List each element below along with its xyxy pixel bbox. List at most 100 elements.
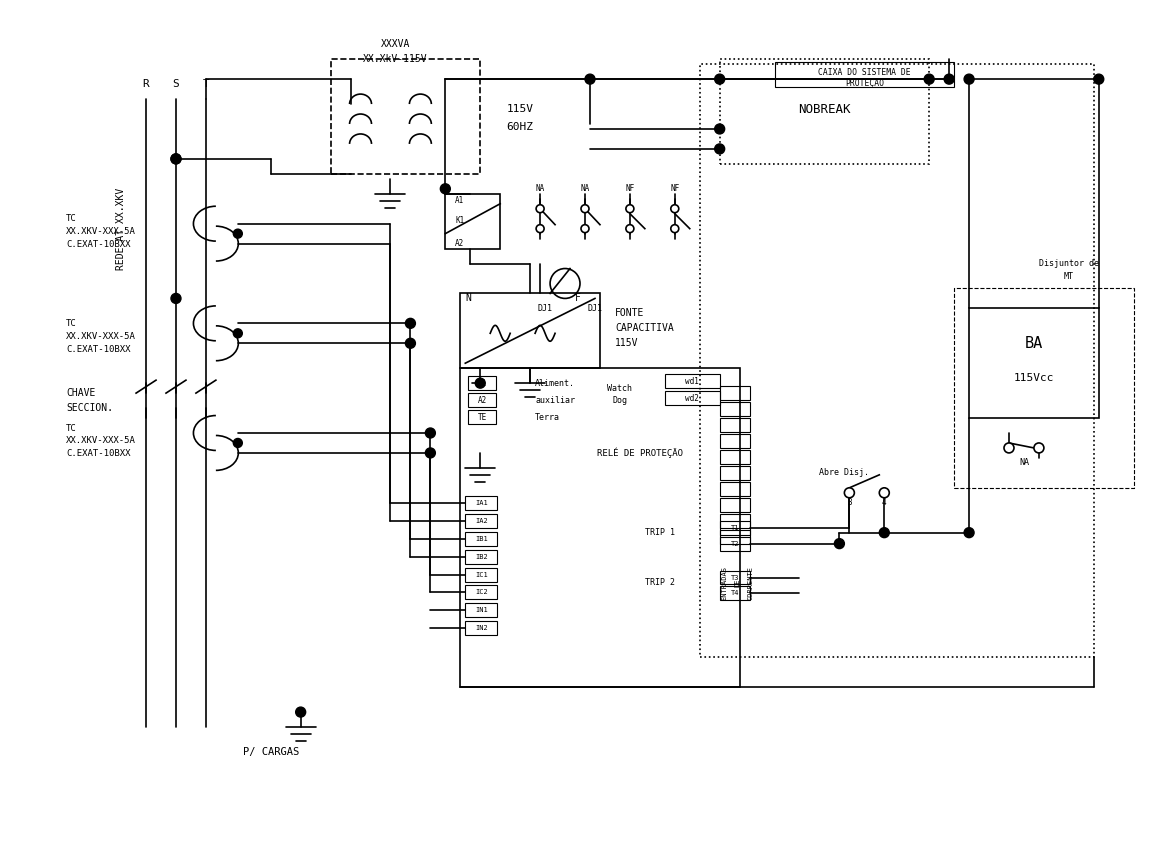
Text: TC: TC (67, 214, 77, 223)
Text: NA: NA (1018, 458, 1029, 468)
Bar (460, 293, 600, 368)
Text: NOBREAK: NOBREAK (798, 103, 850, 116)
Text: CORRENTE: CORRENTE (748, 565, 753, 600)
Bar (719, 386, 750, 400)
Bar (719, 536, 750, 551)
Text: 3: 3 (847, 498, 851, 507)
Text: TE: TE (478, 413, 487, 421)
Bar (445, 194, 500, 249)
Bar (468, 376, 496, 390)
Circle shape (924, 74, 934, 84)
Circle shape (580, 205, 589, 213)
Circle shape (171, 293, 181, 304)
Bar (468, 410, 496, 424)
Circle shape (405, 338, 416, 348)
Text: TRIP 2: TRIP 2 (645, 578, 675, 587)
Text: T2: T2 (730, 541, 739, 547)
Text: XX.XKV-XXX-5A: XX.XKV-XXX-5A (67, 437, 137, 445)
Text: C.EXAT-10BXX: C.EXAT-10BXX (67, 345, 131, 353)
Bar (719, 450, 750, 464)
Text: 115Vcc: 115Vcc (1014, 373, 1055, 384)
Circle shape (1034, 443, 1044, 453)
Text: NA: NA (580, 184, 590, 193)
Bar (719, 402, 750, 416)
Circle shape (425, 448, 436, 458)
Text: F: F (575, 293, 580, 304)
Circle shape (234, 329, 242, 338)
Text: IN1: IN1 (475, 607, 487, 613)
Bar (465, 621, 498, 635)
Bar (465, 514, 498, 528)
Text: BA: BA (1024, 335, 1043, 351)
Bar (719, 466, 750, 480)
Text: T: T (202, 79, 209, 89)
Circle shape (1093, 74, 1104, 84)
Circle shape (234, 438, 242, 447)
Text: A2: A2 (456, 239, 465, 248)
Text: XX.XKV-XXX-5A: XX.XKV-XXX-5A (67, 227, 137, 236)
Text: IB2: IB2 (475, 553, 487, 559)
Circle shape (670, 225, 679, 233)
Text: P/ CARGAS: P/ CARGAS (243, 747, 299, 757)
Text: A1: A1 (456, 196, 465, 205)
Circle shape (585, 74, 595, 84)
Circle shape (234, 229, 242, 239)
Bar (465, 603, 498, 618)
Text: 60HZ: 60HZ (507, 122, 534, 132)
Circle shape (715, 144, 724, 154)
Text: Aliment.: Aliment. (535, 378, 575, 388)
Bar (719, 59, 930, 164)
Circle shape (440, 184, 451, 194)
Text: Terra: Terra (535, 413, 561, 421)
Circle shape (715, 124, 724, 134)
Bar (719, 498, 750, 511)
Text: Abre Disj.: Abre Disj. (820, 468, 869, 477)
Bar (460, 368, 739, 687)
Text: 4: 4 (882, 498, 887, 507)
Circle shape (670, 205, 679, 213)
Bar (719, 418, 750, 432)
Circle shape (880, 488, 889, 498)
Circle shape (964, 74, 974, 84)
Text: RELÉ DE PROTEÇÃO: RELÉ DE PROTEÇÃO (597, 448, 683, 458)
Circle shape (171, 154, 181, 164)
Text: CAIXA DO SISTEMA DE: CAIXA DO SISTEMA DE (818, 68, 911, 76)
Text: wd1: wd1 (684, 377, 698, 385)
Circle shape (536, 225, 544, 233)
Circle shape (536, 205, 544, 213)
Circle shape (715, 74, 724, 84)
Text: IB1: IB1 (475, 535, 487, 541)
Bar (665, 374, 719, 388)
Text: ENTRADAS: ENTRADAS (722, 565, 728, 600)
Bar (719, 529, 750, 544)
Bar (719, 587, 750, 601)
Circle shape (425, 428, 436, 438)
Text: NF: NF (625, 184, 634, 193)
Text: TRIP 1: TRIP 1 (645, 529, 675, 537)
Text: PROTEÇÃO: PROTEÇÃO (844, 78, 884, 88)
Bar (465, 550, 498, 564)
Text: TC: TC (67, 424, 77, 432)
Text: TC: TC (67, 319, 77, 328)
Text: REDE AT XX.XKV: REDE AT XX.XKV (116, 188, 126, 269)
Text: CHAVE: CHAVE (67, 388, 96, 398)
Circle shape (880, 528, 889, 538)
Circle shape (296, 707, 306, 717)
Text: MT: MT (1064, 272, 1073, 281)
Circle shape (626, 225, 634, 233)
Circle shape (834, 539, 844, 548)
Circle shape (405, 318, 416, 329)
Text: A1: A1 (478, 378, 487, 388)
Circle shape (1004, 443, 1014, 453)
Bar (468, 393, 496, 407)
Text: IA2: IA2 (475, 517, 487, 523)
Text: A2: A2 (478, 396, 487, 405)
Circle shape (171, 154, 181, 164)
Text: K1: K1 (456, 216, 465, 225)
Bar (954, 288, 1134, 488)
Text: 115V: 115V (507, 104, 534, 114)
Bar (719, 514, 750, 528)
Bar (719, 521, 750, 535)
Text: C.EXAT-10BXX: C.EXAT-10BXX (67, 450, 131, 458)
Text: S: S (173, 79, 180, 89)
